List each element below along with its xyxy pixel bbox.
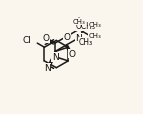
- Text: Cl: Cl: [22, 36, 31, 45]
- Text: N: N: [76, 34, 82, 43]
- Text: CH₃: CH₃: [73, 19, 85, 25]
- Text: N: N: [44, 64, 50, 73]
- Text: N: N: [52, 53, 58, 62]
- Text: CH₃: CH₃: [88, 32, 101, 38]
- Text: O: O: [43, 34, 50, 43]
- Text: OCH₃: OCH₃: [76, 22, 96, 31]
- Text: O: O: [63, 32, 70, 41]
- Text: CH₃: CH₃: [79, 38, 93, 47]
- Text: CH₃: CH₃: [88, 22, 101, 28]
- Text: O: O: [69, 50, 76, 58]
